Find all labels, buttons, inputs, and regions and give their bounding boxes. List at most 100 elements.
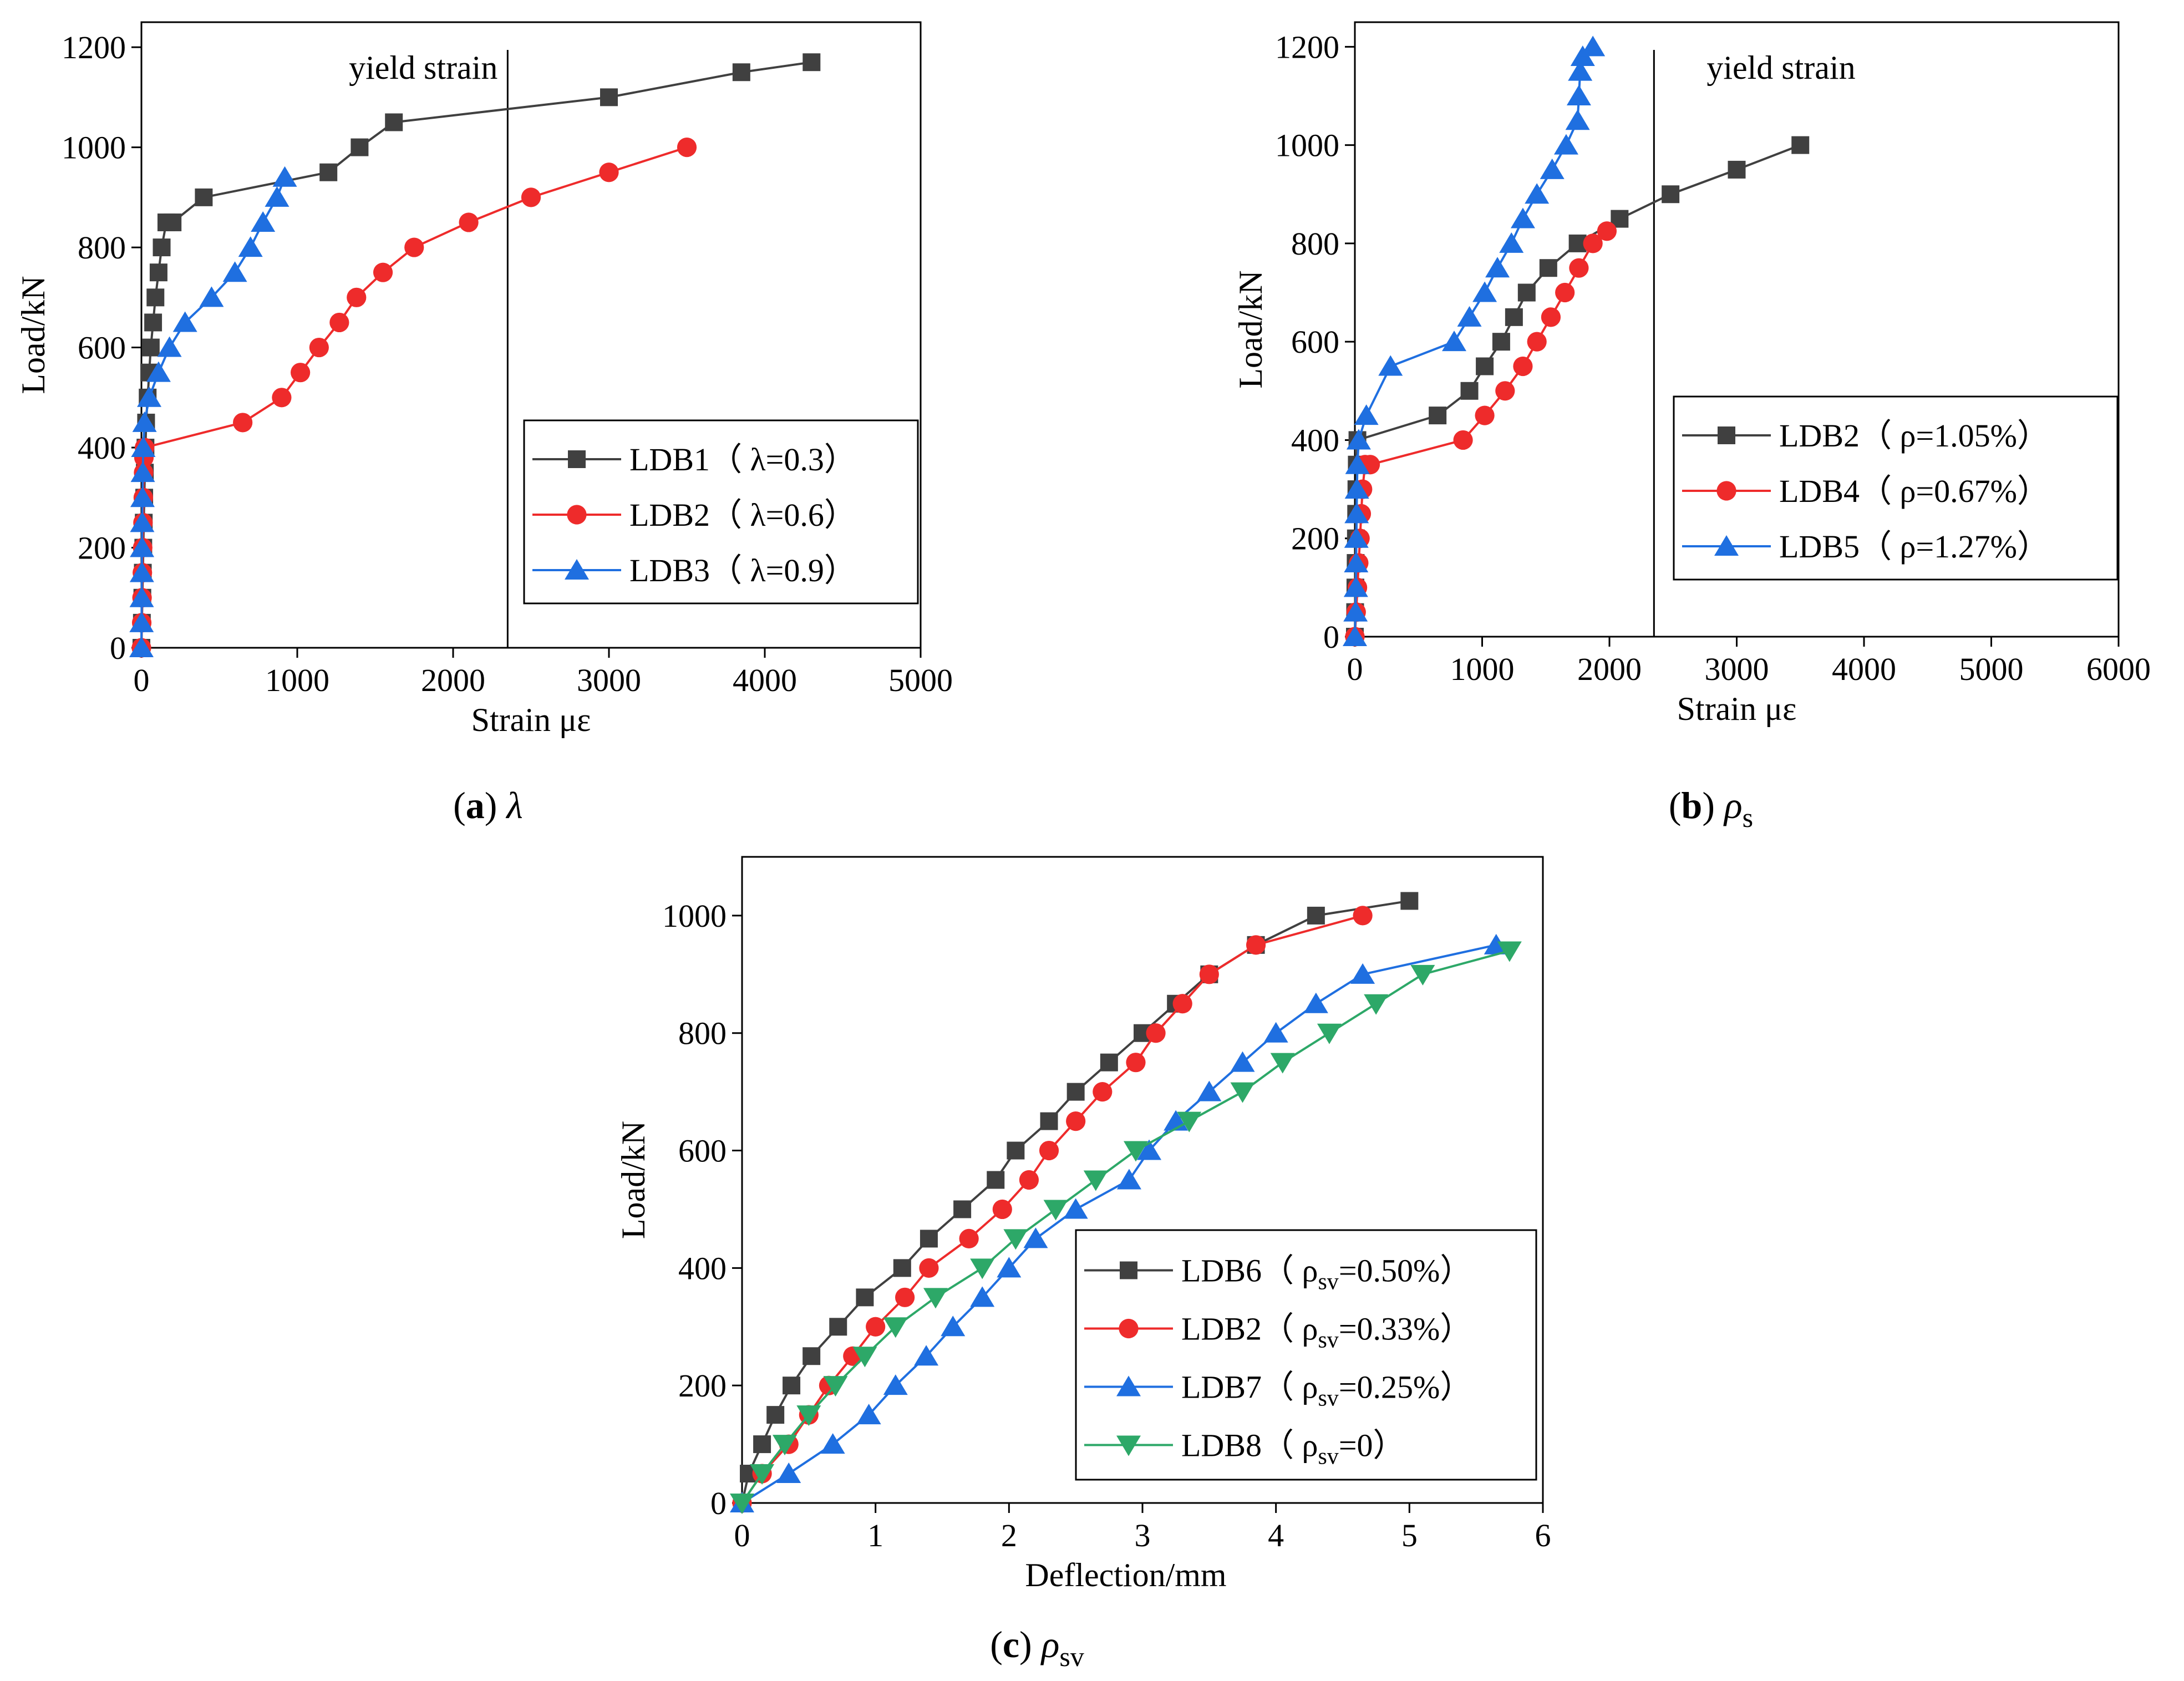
data-point (997, 1257, 1022, 1278)
data-point (1581, 35, 1606, 57)
series-2 (1345, 221, 1617, 647)
data-point (987, 1171, 1005, 1189)
series-line (741, 900, 1410, 1504)
data-point (1344, 552, 1369, 573)
chart-panel-2: 0 1000 2000 3000 4000 5000 6000 0 200 400 600 800 10… (1232, 21, 2151, 833)
data-point (272, 388, 292, 408)
data-point (753, 1435, 771, 1454)
y-tick-label: 600 (78, 330, 126, 366)
data-point (992, 1199, 1012, 1220)
data-point (373, 262, 393, 282)
data-point (803, 1347, 821, 1365)
panel-caption: (a) λ (453, 784, 523, 826)
data-point (1345, 453, 1370, 474)
yield-strain-annotation: yield strain (349, 49, 497, 86)
panel-caption: (b) ρs (1669, 784, 1753, 833)
data-point (1583, 233, 1603, 253)
chart-panel-1: 0 1000 2000 3000 4000 5000 0 200 400 600 800 1000 12… (15, 21, 953, 826)
data-point (385, 113, 403, 131)
y-tick-label: 0 (1323, 619, 1339, 655)
x-tick-label: 3000 (1705, 651, 1769, 687)
data-point (1003, 1229, 1028, 1250)
data-point (1497, 941, 1522, 962)
y-tick-label: 200 (78, 530, 126, 566)
legend-label: LDB3（ λ=0.9） (629, 552, 856, 588)
data-point (129, 561, 154, 582)
data-point (1197, 1080, 1222, 1101)
data-point (1429, 407, 1447, 425)
data-point (883, 1374, 908, 1395)
data-point (1378, 355, 1403, 376)
data-point (1597, 221, 1617, 241)
data-point (1116, 1169, 1141, 1190)
data-point (1066, 1111, 1086, 1131)
data-point (941, 1316, 966, 1337)
y-tick-label: 1000 (62, 130, 126, 166)
data-point (1063, 1198, 1088, 1219)
data-point (953, 1200, 972, 1218)
legend-marker (1714, 535, 1739, 556)
data-point (820, 1433, 845, 1454)
y-tick-label: 200 (678, 1368, 727, 1404)
legend-marker (1120, 1261, 1137, 1279)
y-axis-label: Load/kN (615, 1121, 652, 1239)
legend-label: LDB2（ ρsv=0.33%） (1181, 1311, 1472, 1353)
data-point (1270, 1053, 1295, 1074)
data-point (599, 162, 619, 182)
data-point (1457, 306, 1482, 327)
data-point (1343, 626, 1367, 646)
data-point (130, 511, 155, 532)
data-point (404, 237, 424, 257)
data-point (866, 1317, 886, 1337)
x-tick-label: 1 (867, 1517, 883, 1553)
data-point (130, 536, 155, 557)
data-point (1539, 259, 1557, 277)
legend: LDB2（ ρ=1.05%） LDB4（ ρ=0.67%） LDB5（ ρ=1.27… (1673, 395, 2119, 581)
series-4 (730, 941, 1522, 1514)
data-point (1513, 356, 1533, 377)
data-point (1317, 1023, 1342, 1044)
legend-label: LDB4（ ρ=0.67%） (1779, 473, 2049, 509)
data-point (766, 1406, 785, 1424)
data-point (1492, 333, 1510, 351)
legend-marker (1119, 1318, 1139, 1339)
data-point (1350, 963, 1375, 984)
data-point (1303, 992, 1328, 1013)
y-tick-label: 600 (678, 1133, 727, 1169)
legend-marker (568, 450, 586, 468)
legend-box (523, 419, 919, 605)
data-point (1230, 1082, 1255, 1103)
data-point (803, 53, 821, 72)
data-point (1505, 308, 1523, 326)
data-point (238, 236, 263, 257)
data-point (773, 1435, 798, 1456)
yield-strain-annotation: yield strain (1706, 49, 1855, 86)
series-line (1354, 45, 1594, 637)
x-tick-label: 0 (134, 662, 150, 698)
data-point (895, 1287, 915, 1307)
series-3 (1343, 35, 1606, 646)
data-point (129, 637, 154, 657)
legend-marker (1718, 426, 1735, 444)
x-tick-label: 4000 (733, 662, 797, 698)
data-point (459, 212, 479, 232)
legend-box (1075, 1229, 1537, 1481)
data-point (130, 461, 155, 483)
y-axis-label: Load/kN (15, 276, 52, 394)
x-tick-label: 2000 (1577, 651, 1642, 687)
legend-label: LDB2（ λ=0.6） (629, 497, 856, 533)
data-point (1343, 576, 1368, 597)
data-point (132, 411, 157, 432)
data-point (852, 1347, 877, 1368)
data-point (129, 586, 154, 607)
data-point (351, 138, 369, 156)
data-point (137, 386, 162, 407)
data-point (1199, 964, 1219, 984)
data-point (1023, 1227, 1048, 1248)
data-point (1460, 382, 1479, 400)
data-point (1230, 1051, 1255, 1072)
data-point (1555, 282, 1575, 303)
x-tick-label: 0 (734, 1517, 750, 1553)
data-point (1453, 430, 1473, 450)
